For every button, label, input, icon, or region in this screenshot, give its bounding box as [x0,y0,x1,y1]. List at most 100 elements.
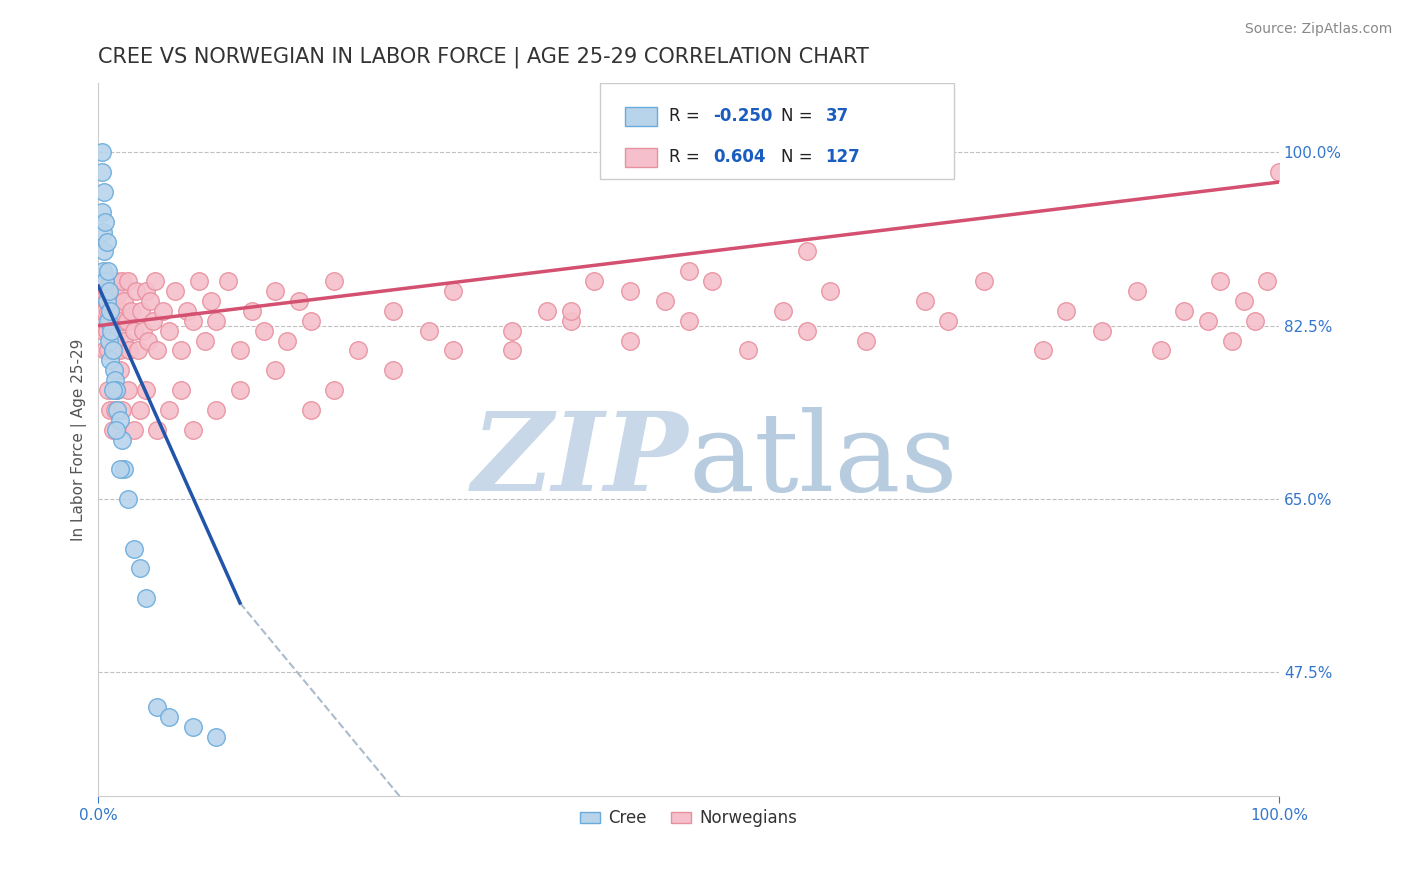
Point [914,293,936,308]
Point [97,303,120,318]
Point [181,314,204,328]
Point [1220,334,1243,348]
Point [1173,303,1195,318]
Text: R =: R = [669,107,704,126]
Point [108,284,131,298]
Point [108,462,131,476]
Point [152,303,174,318]
Point [1268,165,1291,179]
Point [146,700,169,714]
Point [91,324,114,338]
Point [1256,274,1278,288]
Point [98,303,121,318]
Point [1054,303,1077,318]
Text: ZIP: ZIP [472,408,689,515]
Point [104,293,127,308]
Point [347,343,370,358]
Point [135,591,157,605]
Point [264,363,287,377]
Point [1244,314,1267,328]
Point [678,314,700,328]
Text: 0.604: 0.604 [713,148,766,167]
Y-axis label: In Labor Force | Age 25-29: In Labor Force | Age 25-29 [72,338,87,541]
Point [418,324,440,338]
Point [678,264,700,278]
Point [101,383,124,397]
Point [104,334,127,348]
Point [105,423,128,437]
Point [97,314,120,328]
Point [105,383,128,397]
Point [157,710,180,724]
Text: 127: 127 [825,148,860,167]
Point [118,343,141,358]
Point [129,303,152,318]
Point [98,274,121,288]
Point [382,303,405,318]
Point [139,293,162,308]
Point [1197,314,1219,328]
Point [187,274,209,288]
Legend: Cree, Norwegians: Cree, Norwegians [574,803,804,834]
Point [157,402,180,417]
Point [200,293,222,308]
Point [104,373,127,387]
Point [176,303,198,318]
Point [94,274,117,288]
Point [101,343,124,358]
Text: 37: 37 [825,107,849,126]
Point [143,274,166,288]
Point [98,402,121,417]
Point [135,284,157,298]
Point [157,324,180,338]
Point [90,204,112,219]
Point [501,343,523,358]
Text: R =: R = [669,148,704,167]
Point [111,274,134,288]
Point [938,314,960,328]
Point [117,274,139,288]
Point [90,145,112,160]
Point [194,334,217,348]
Point [536,303,558,318]
Point [100,314,122,328]
Point [796,244,818,259]
Point [108,343,131,358]
Text: -0.250: -0.250 [713,107,773,126]
Point [205,730,228,744]
Point [103,324,125,338]
Point [181,423,204,437]
Point [111,314,134,328]
Point [1091,324,1114,338]
Point [94,303,117,318]
Point [122,541,145,556]
FancyBboxPatch shape [624,148,657,167]
Point [253,324,276,338]
Point [112,293,135,308]
Point [96,284,118,298]
Point [101,303,124,318]
Point [796,324,818,338]
FancyBboxPatch shape [624,107,657,126]
Text: CREE VS NORWEGIAN IN LABOR FORCE | AGE 25-29 CORRELATION CHART: CREE VS NORWEGIAN IN LABOR FORCE | AGE 2… [98,46,869,68]
Point [98,353,121,368]
Point [772,303,794,318]
Point [107,324,129,338]
Point [94,343,117,358]
Point [101,343,124,358]
Point [120,303,142,318]
Point [217,274,239,288]
Text: Source: ZipAtlas.com: Source: ZipAtlas.com [1244,22,1392,37]
Point [97,264,120,278]
Point [91,225,114,239]
Point [229,383,252,397]
Point [1150,343,1173,358]
Point [205,314,228,328]
Point [98,334,121,348]
Point [96,324,118,338]
Point [105,383,128,397]
Point [125,284,148,298]
Point [105,314,128,328]
Point [142,314,165,328]
Point [205,402,228,417]
